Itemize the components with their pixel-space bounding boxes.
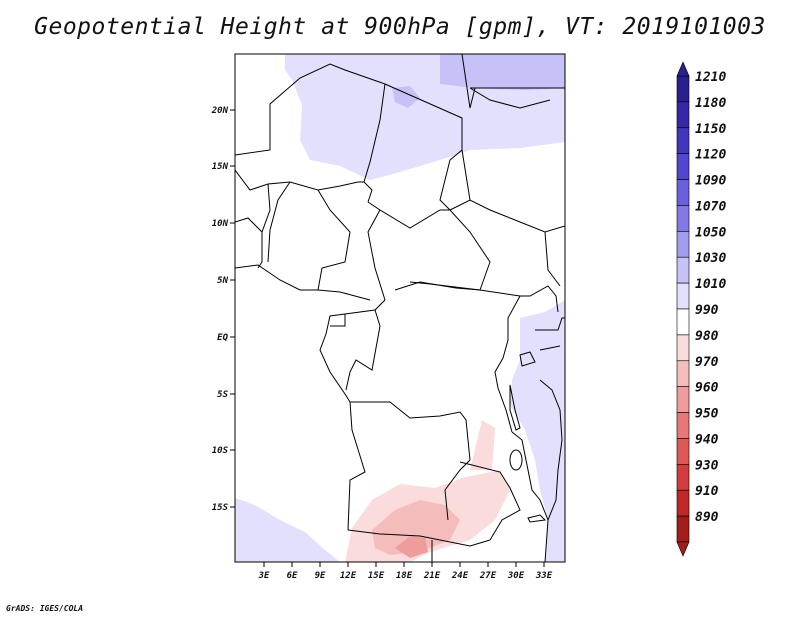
colorbar-swatch bbox=[676, 282, 690, 310]
map-border bbox=[234, 53, 566, 563]
colorbar-swatch bbox=[676, 179, 690, 206]
lon-label-30e: 30E bbox=[507, 571, 525, 581]
colorbar-label: 1090 bbox=[695, 174, 726, 189]
colorbar-label: 910 bbox=[695, 484, 719, 499]
lat-label-5n: 5N bbox=[217, 276, 228, 286]
lakes bbox=[509, 351, 547, 523]
contour-970-core bbox=[395, 536, 428, 558]
colorbar-label: 1010 bbox=[695, 277, 726, 292]
colorbar-swatch bbox=[676, 101, 690, 129]
contour-1030-blob bbox=[392, 86, 420, 108]
colorbar-label: 890 bbox=[695, 510, 719, 525]
grads-credit: GrADS: IGES/COLA bbox=[6, 604, 84, 613]
lon-label-24e: 24E bbox=[451, 571, 469, 581]
colorbar-label: 1150 bbox=[695, 122, 726, 137]
colorbar-swatch bbox=[676, 412, 690, 439]
contour-990-streak bbox=[470, 420, 495, 470]
colorbar-label: 1120 bbox=[695, 148, 726, 163]
lat-label-5s: 5S bbox=[217, 390, 228, 400]
lon-label-27e: 27E bbox=[479, 571, 497, 581]
colorbar-swatch bbox=[676, 515, 690, 543]
colorbar: 1210 1180 1150 1120 1090 1070 1050 1030 1010 990 9… bbox=[676, 61, 726, 557]
colorbar-swatch bbox=[676, 231, 690, 258]
lat-label-10s: 10S bbox=[212, 446, 229, 456]
colorbar-swatch bbox=[676, 205, 690, 232]
colorbar-swatch bbox=[676, 438, 690, 465]
colorbar-label: 990 bbox=[695, 303, 719, 318]
colorbar-swatch bbox=[676, 386, 690, 413]
colorbar-label: 1050 bbox=[695, 225, 726, 240]
colorbar-swatch bbox=[676, 256, 690, 284]
lon-label-33e: 33E bbox=[535, 571, 553, 581]
lat-label-15n: 15N bbox=[212, 162, 229, 172]
lat-label-eq: EQ bbox=[217, 333, 228, 343]
lat-label-15s: 15S bbox=[212, 503, 229, 513]
contour-1010-west bbox=[235, 498, 340, 562]
lon-label-9e: 9E bbox=[315, 571, 326, 581]
lon-label-6e: 6E bbox=[287, 571, 298, 581]
colorbar-swatch bbox=[676, 308, 690, 336]
colorbar-swatch bbox=[676, 153, 690, 180]
lat-label-20n: 20N bbox=[211, 106, 229, 116]
colorbar-label: 1180 bbox=[695, 96, 726, 111]
colorbar-swatch bbox=[676, 464, 690, 491]
colorbar-label: 1070 bbox=[695, 199, 726, 214]
contour-1030-northeast bbox=[440, 54, 565, 90]
colorbar-label: 1030 bbox=[695, 251, 726, 266]
colorbar-label: 950 bbox=[695, 407, 719, 422]
colorbar-label: 980 bbox=[695, 329, 719, 344]
colorbar-label: 1210 bbox=[695, 70, 726, 85]
contour-980-core bbox=[372, 500, 460, 555]
colorbar-top-arrow bbox=[676, 61, 690, 77]
lon-label-12e: 12E bbox=[340, 571, 357, 581]
lon-label-15e: 15E bbox=[368, 571, 385, 581]
lon-label-18e: 18E bbox=[396, 571, 413, 581]
country-borders bbox=[235, 54, 565, 562]
colorbar-bottom-arrow bbox=[676, 541, 690, 557]
colorbar-label: 960 bbox=[695, 381, 719, 396]
longitude-axis: 3E 6E 9E 12E 15E 18E 21E 24E 27E 30E 33E bbox=[258, 562, 553, 581]
colorbar-swatch bbox=[676, 75, 690, 103]
colorbar-label: 970 bbox=[695, 355, 719, 370]
map-panel bbox=[234, 53, 566, 563]
colorbar-swatch bbox=[676, 127, 690, 154]
lon-label-21e: 21E bbox=[423, 571, 441, 581]
latitude-axis: 20N 15N 10N 5N EQ 5S 10S 15S bbox=[211, 106, 235, 513]
colorbar-swatch bbox=[676, 489, 690, 517]
height-field bbox=[235, 54, 565, 562]
colorbar-label: 930 bbox=[695, 458, 719, 473]
colorbar-swatch bbox=[676, 360, 690, 387]
colorbar-label: 940 bbox=[695, 432, 719, 447]
map-title: Geopotential Height at 900hPa [gpm], VT:… bbox=[34, 14, 766, 40]
lat-label-10n: 10N bbox=[212, 219, 229, 229]
lon-label-3e: 3E bbox=[258, 571, 270, 581]
colorbar-swatch bbox=[676, 334, 690, 362]
